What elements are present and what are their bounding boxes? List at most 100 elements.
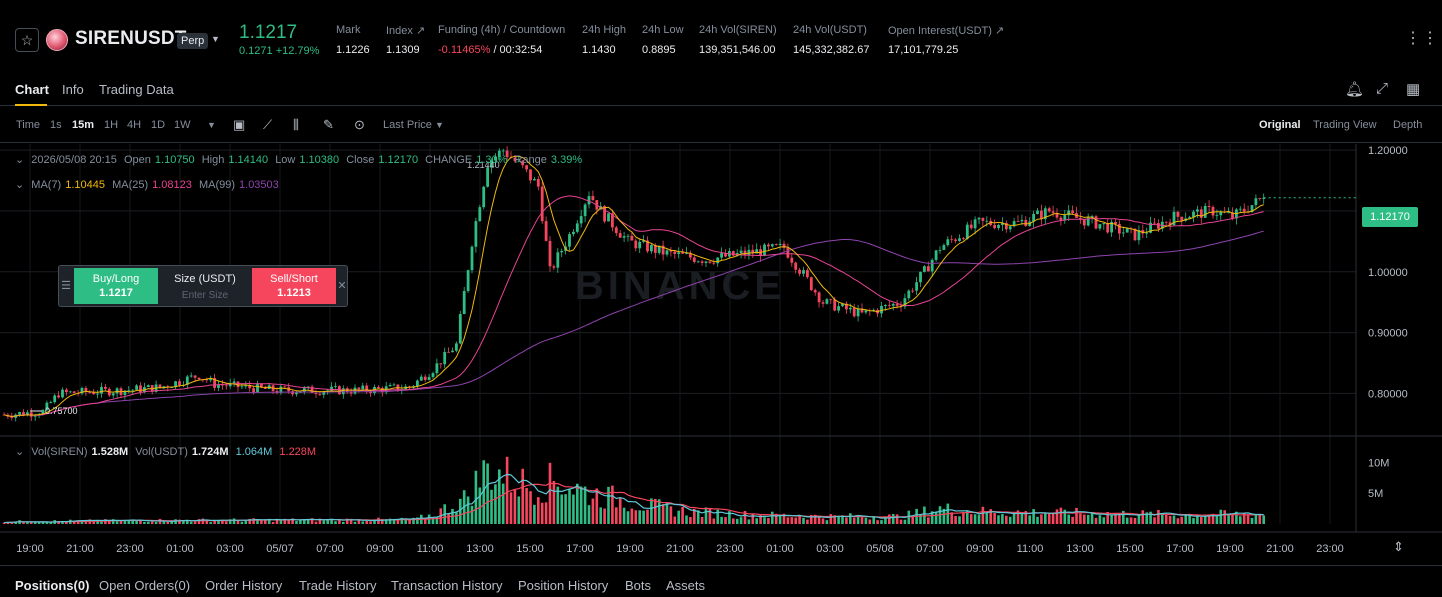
volume-bar: [123, 520, 127, 524]
volume-bar: [1145, 512, 1148, 524]
volume-bar: [1219, 509, 1223, 524]
size-input[interactable]: [165, 290, 245, 301]
volume-ma-lines: [3, 473, 1264, 524]
volume-bar: [478, 487, 482, 524]
interval-time[interactable]: Time: [16, 119, 41, 131]
volume-bar: [92, 521, 95, 524]
sell-short-button[interactable]: Sell/Short 1.1213: [252, 268, 336, 304]
volume-bar: [1235, 511, 1238, 524]
stat-index-label[interactable]: Index ↗: [386, 25, 426, 37]
candle-body: [123, 390, 127, 396]
legend-collapse-icon[interactable]: ⌄: [15, 154, 25, 166]
volume-bar: [1250, 517, 1254, 524]
interval-dropdown-caret-icon[interactable]: ▼: [207, 120, 216, 130]
tab-trading-data[interactable]: Trading Data: [99, 82, 174, 97]
volume-bar: [517, 496, 521, 524]
candle-body: [630, 235, 634, 241]
ma-legend: ⌄ MA(7) 1.10445 MA(25) 1.08123 MA(99) 1.035…: [15, 178, 283, 191]
volume-bar: [455, 512, 458, 524]
chart-type-icon[interactable]: ⫼: [293, 117, 299, 132]
candle-body: [864, 310, 868, 313]
drag-handle-icon[interactable]: ☰: [61, 280, 71, 292]
tab-chart[interactable]: Chart: [15, 82, 49, 97]
interval-1d[interactable]: 1D: [151, 119, 166, 131]
interval-4h[interactable]: 4H: [127, 119, 142, 131]
settings-icon[interactable]: ⊙: [354, 117, 365, 132]
tab-assets[interactable]: Assets: [666, 578, 706, 593]
vol-legend-collapse-icon[interactable]: ⌄: [15, 446, 25, 458]
candle-body: [244, 384, 248, 387]
view-trading-view[interactable]: Trading View: [1313, 119, 1377, 131]
view-original[interactable]: Original: [1259, 119, 1301, 131]
view-depth[interactable]: Depth: [1393, 119, 1423, 131]
calendar-icon[interactable]: ▣: [233, 117, 246, 132]
candle-body: [209, 378, 213, 381]
tab-trade-history[interactable]: Trade History: [299, 578, 377, 593]
candle-body: [813, 290, 817, 293]
price-type-select[interactable]: Last Price ▼: [383, 119, 444, 131]
volume-bar: [856, 515, 860, 524]
volume-bar: [934, 512, 938, 524]
expand-icon[interactable]: ⤢: [1376, 80, 1389, 97]
volume-bars: [2, 456, 1265, 524]
tab-open-orders[interactable]: Open Orders(0): [99, 578, 191, 593]
indicator-icon[interactable]: ⟋: [263, 117, 273, 132]
volume-bar: [720, 516, 723, 524]
low-marker-label: 0.75700: [45, 406, 78, 416]
interval-1s[interactable]: 1s: [50, 119, 62, 131]
volume-bar: [895, 514, 899, 524]
tab-positions[interactable]: Positions(0): [15, 578, 90, 593]
volume-bar: [41, 521, 45, 524]
volume-bar: [993, 513, 996, 524]
candle-body: [497, 150, 501, 157]
volume-bar: [626, 511, 630, 524]
candle-body: [53, 395, 57, 403]
quick-order-widget: ☰ Buy/Long 1.1217 Size (USDT) Sell/Short…: [58, 265, 348, 307]
volume-bar: [911, 515, 914, 524]
volume-bar: [868, 519, 872, 524]
candle-body: [1067, 210, 1071, 216]
candle-body: [1012, 221, 1016, 227]
candle-body: [677, 252, 681, 254]
candle-body: [880, 305, 883, 314]
volume-bar: [45, 522, 49, 524]
favorite-star-icon[interactable]: ☆: [15, 28, 39, 52]
volume-bar: [162, 521, 166, 524]
candle-body: [548, 240, 552, 267]
interval-1w[interactable]: 1W: [174, 119, 191, 131]
candle-body: [747, 249, 751, 256]
volume-bar: [474, 470, 478, 524]
ma-legend-collapse-icon[interactable]: ⌄: [15, 179, 25, 191]
candlestick-chart[interactable]: BINANCE 1.200001.100001.000000.900000.80…: [0, 144, 1442, 564]
tab-bots[interactable]: Bots: [625, 578, 652, 593]
time-tick-label: 03:00: [816, 543, 844, 555]
stat-open-interest-label[interactable]: Open Interest(USDT) ↗: [888, 25, 1005, 37]
tab-transaction-history[interactable]: Transaction History: [391, 578, 503, 593]
tab-info[interactable]: Info: [62, 82, 84, 97]
volume-bar: [1149, 511, 1152, 524]
volume-bar: [1040, 514, 1043, 524]
more-options-icon[interactable]: ⋮⋮: [1405, 30, 1439, 47]
tab-position-history[interactable]: Position History: [518, 578, 609, 593]
ma7-label: MA(7): [31, 179, 62, 191]
drawing-tools-icon[interactable]: ✎: [323, 117, 334, 132]
volume-bar: [252, 518, 255, 524]
candle-body: [985, 220, 989, 222]
bell-icon[interactable]: 🔔︎: [1345, 81, 1365, 98]
interval-15m[interactable]: 15m: [72, 119, 95, 131]
auto-scale-icon[interactable]: ⇕: [1393, 539, 1404, 554]
buy-long-button[interactable]: Buy/Long 1.1217: [74, 268, 158, 304]
symbol-name[interactable]: SIRENUSDT: [75, 28, 187, 49]
candle-body: [443, 351, 447, 365]
layout-grid-icon[interactable]: ▦: [1406, 81, 1421, 98]
tab-order-history[interactable]: Order History: [205, 578, 283, 593]
interval-1h[interactable]: 1H: [104, 119, 119, 131]
volume-bar: [1164, 514, 1168, 524]
symbol-dropdown-caret-icon[interactable]: ▼: [211, 34, 220, 44]
candle-body: [1199, 209, 1203, 218]
close-icon[interactable]: ✕: [337, 280, 347, 292]
vol-siren-value: 1.528M: [91, 446, 129, 458]
candle-body: [96, 393, 99, 395]
volume-bar: [759, 515, 762, 524]
candle-body: [1153, 222, 1156, 224]
